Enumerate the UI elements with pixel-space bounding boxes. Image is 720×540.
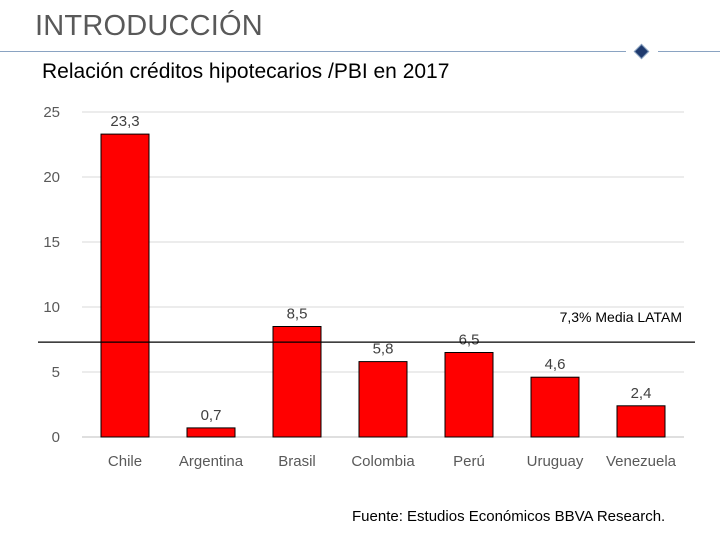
data-label: 6,5 [459,332,480,349]
category-label: Venezuela [606,453,677,470]
data-label: 5,8 [373,341,394,358]
data-label: 8,5 [287,306,308,323]
data-label: 2,4 [631,385,652,402]
reference-line-label: 7,3% Media LATAM [560,309,682,325]
category-label: Argentina [179,453,244,470]
bar [272,326,322,438]
category-label: Colombia [351,453,415,470]
source-note: Fuente: Estudios Económicos BBVA Researc… [352,508,666,525]
category-label: Uruguay [527,453,584,470]
bar [616,405,666,438]
chart-title: Relación créditos hipotecarios /PBI en 2… [42,60,450,83]
bars [100,133,666,438]
y-tick-label: 10 [43,299,60,316]
bar [530,376,580,438]
category-labels: Chile Argentina Brasil Colombia Perú Uruguay V… [108,453,677,470]
data-label: 0,7 [201,407,222,424]
gridlines [82,111,684,438]
bar [444,352,494,438]
y-tick-label: 20 [43,169,60,186]
header-rule-left [0,51,626,52]
reference-line-group: 7,3% Media LATAM [38,309,695,343]
category-label: Brasil [278,453,316,470]
slide-title: INTRODUCCIÓN [35,10,263,42]
category-label: Chile [108,453,142,470]
header-rule-right [658,51,720,52]
bar [358,361,408,438]
y-tick-label: 25 [43,104,60,121]
y-tick-label: 15 [43,234,60,251]
data-label: 4,6 [545,356,566,373]
bar [186,427,236,438]
data-label: 23,3 [110,113,139,130]
y-tick-label: 5 [52,364,60,381]
y-tick-label: 0 [52,429,60,446]
y-axis-ticks: 0 5 10 15 20 25 [43,104,60,446]
data-labels: 23,3 0,7 8,5 5,8 6,5 4,6 2,4 [110,113,651,424]
category-label: Perú [453,453,485,470]
bar [100,133,150,438]
